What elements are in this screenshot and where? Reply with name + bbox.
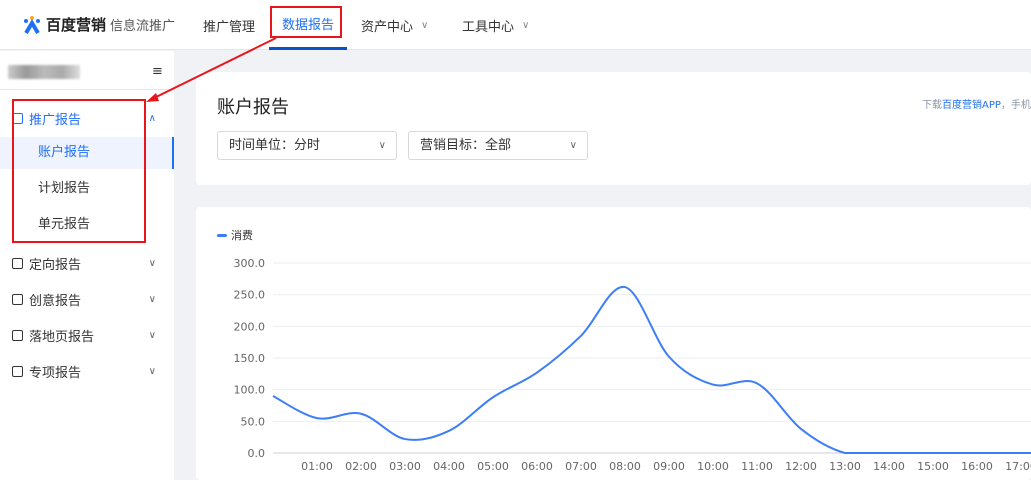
x-tick-label: 10:00 (697, 460, 729, 473)
logo[interactable]: 百度营销 信息流推广 (22, 14, 175, 35)
group-label: 创意报告 (29, 294, 82, 309)
chevron-down-icon: ∨ (569, 140, 577, 151)
nav-label: 资产中心 (361, 19, 414, 35)
chevron-up-icon: ∧ (148, 113, 156, 124)
x-tick-label: 02:00 (345, 460, 377, 473)
nav-assets[interactable]: 资产中心 ∨ (361, 0, 428, 50)
target-icon (12, 258, 23, 269)
sidebar-group-landing-report[interactable]: 落地页报告 ∨ (12, 326, 162, 345)
sidebar-group-creative-report[interactable]: 创意报告 ∨ (12, 290, 162, 309)
x-tick-label: 08:00 (609, 460, 641, 473)
select-value: 营销目标：全部 (420, 138, 512, 153)
nav-tools[interactable]: 工具中心 ∨ (462, 0, 529, 50)
y-tick-label: 250.0 (234, 289, 266, 302)
chart-legend[interactable]: 消费 (217, 227, 253, 243)
y-tick-label: 100.0 (234, 384, 266, 397)
x-tick-label: 07:00 (565, 460, 597, 473)
y-tick-label: 50.0 (241, 415, 266, 428)
app-promo: 下载百度营销APP，手机 (922, 96, 1031, 111)
nav-label: 推广管理 (203, 19, 256, 35)
x-tick-label: 11:00 (741, 460, 773, 473)
chevron-down-icon: ∨ (522, 19, 530, 31)
product-name: 信息流推广 (110, 19, 176, 34)
nav-tuiguang[interactable]: 推广管理 (203, 0, 255, 50)
x-tick-label: 12:00 (785, 460, 817, 473)
landing-page-icon (12, 330, 23, 341)
group-label: 专项报告 (29, 366, 82, 381)
x-tick-label: 06:00 (521, 460, 553, 473)
account-name-blurred (8, 65, 80, 79)
x-tick-label: 03:00 (389, 460, 421, 473)
select-value: 时间单位：分时 (229, 138, 321, 153)
app-download-link[interactable]: 百度营销APP (942, 100, 1001, 111)
sidebar-group-special-report[interactable]: 专项报告 ∨ (12, 362, 162, 381)
x-tick-label: 16:00 (961, 460, 993, 473)
sidebar-item-plan-report[interactable]: 计划报告 (38, 181, 91, 196)
nav-label: 工具中心 (462, 19, 515, 35)
marketing-goal-select[interactable]: 营销目标：全部 ∨ (408, 131, 588, 160)
page-title: 账户报告 (217, 97, 289, 118)
list-icon (12, 366, 23, 377)
chart-card (196, 207, 1031, 480)
chevron-down-icon: ∨ (378, 140, 386, 151)
x-tick-label: 13:00 (829, 460, 861, 473)
chevron-down-icon: ∨ (148, 330, 156, 341)
group-label: 定向报告 (29, 258, 82, 273)
x-tick-label: 17:00 (1005, 460, 1031, 473)
y-tick-label: 150.0 (234, 352, 266, 365)
collapse-menu-icon[interactable]: ≡ (152, 64, 163, 79)
x-tick-label: 05:00 (477, 460, 509, 473)
nav-data-report[interactable]: 数据报告 (269, 0, 347, 50)
group-label: 推广报告 (29, 113, 82, 128)
baidu-logo-icon (24, 15, 40, 34)
y-tick-label: 0.0 (248, 447, 266, 460)
x-tick-label: 04:00 (433, 460, 465, 473)
sidebar: ≡ 推广报告 ∧ 账户报告 计划报告 单元报告 定向报告 ∨ 创意报告 ∨ 落地页报告… (0, 51, 174, 480)
promo-text: ，手机 (1000, 100, 1031, 111)
series-line-消费 (272, 286, 1031, 454)
top-bar: 百度营销 信息流推广 推广管理 数据报告 资产中心 ∨ 工具中心 ∨ (0, 0, 1031, 50)
sidebar-item-unit-report[interactable]: 单元报告 (38, 217, 91, 232)
sidebar-group-targeting-report[interactable]: 定向报告 ∨ (12, 254, 162, 273)
x-tick-label: 01:00 (301, 460, 333, 473)
chevron-down-icon: ∨ (148, 258, 156, 269)
legend-swatch (217, 233, 227, 237)
chevron-down-icon: ∨ (421, 19, 429, 31)
x-tick-label: 14:00 (873, 460, 905, 473)
nav-label: 数据报告 (281, 18, 334, 33)
x-tick-label: 09:00 (653, 460, 685, 473)
chevron-down-icon: ∨ (148, 366, 156, 377)
filter-card: 账户报告 下载百度营销APP，手机 (196, 72, 1031, 185)
brand-name: 百度营销 (46, 16, 107, 34)
time-unit-select[interactable]: 时间单位：分时 ∨ (217, 131, 397, 160)
creative-icon (12, 294, 23, 305)
y-tick-label: 200.0 (234, 320, 266, 333)
group-label: 落地页报告 (29, 330, 95, 345)
y-tick-label: 300.0 (234, 257, 266, 270)
legend-label: 消费 (231, 229, 253, 242)
annotation-box-nav (270, 6, 342, 38)
chevron-down-icon: ∨ (148, 294, 156, 305)
divider (0, 89, 174, 90)
annotation-box-sidebar (12, 99, 146, 243)
x-tick-label: 15:00 (917, 460, 949, 473)
promo-text: 下载 (922, 100, 942, 111)
